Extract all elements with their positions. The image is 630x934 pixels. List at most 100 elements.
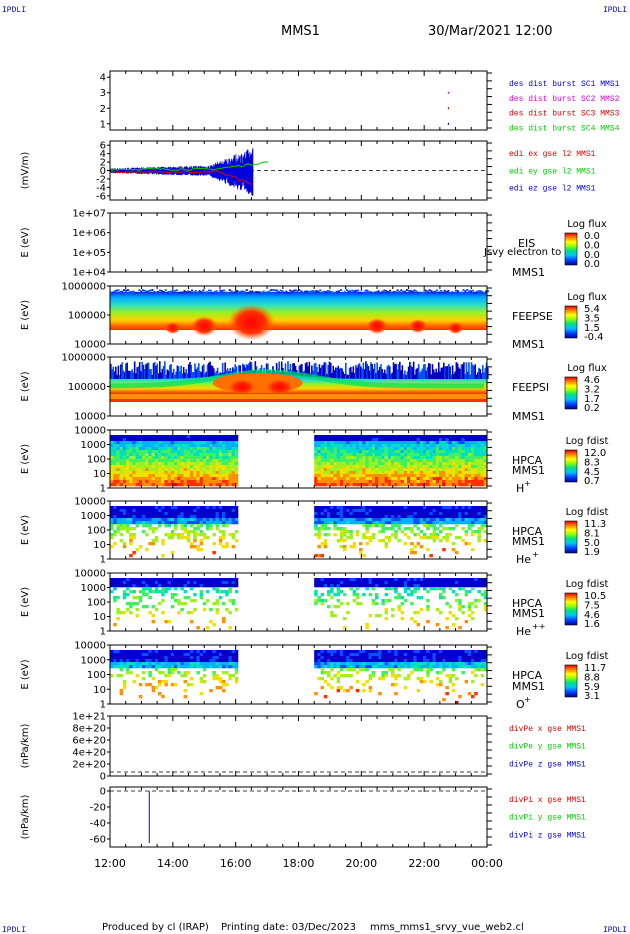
spectrogram-pixel (330, 521, 334, 525)
spectrogram-pixel (416, 506, 421, 510)
spectrogram-pixel (368, 483, 373, 487)
spectrogram-pixel (142, 530, 146, 534)
spectrogram-pixel (164, 653, 168, 657)
spectrogram-pixel (327, 477, 331, 481)
spectrogram-pixel (161, 515, 165, 519)
spectrogram-pixel (151, 527, 156, 531)
spectrogram-pixel (333, 656, 337, 660)
spectrogram-pixel (410, 453, 414, 457)
spectrogram-pixel (221, 289, 224, 292)
spectrogram-pixel (186, 533, 191, 537)
spectrogram-pixel (432, 453, 437, 457)
spectrogram-pixel (339, 438, 344, 442)
spectrogram-pixel (471, 671, 475, 675)
spectrogram-pixel (445, 518, 449, 522)
spectrogram-pixel (403, 444, 408, 448)
spectrogram-pixel (451, 659, 456, 663)
spectrogram-pixel (375, 462, 379, 466)
spectrogram-pixel (145, 524, 149, 528)
spectrogram-pixel (368, 453, 373, 457)
spectrogram-pixel (458, 653, 462, 657)
spectrogram-pixel (162, 365, 165, 379)
spectrogram-pixel (371, 515, 376, 519)
spectrogram-pixel (454, 289, 457, 292)
spectrogram-pixel (199, 665, 204, 669)
spectrogram-pixel (480, 471, 485, 475)
spectrogram-pixel (225, 515, 229, 519)
spectrogram-pixel (330, 453, 334, 457)
spectrogram-pixel (413, 512, 417, 516)
spectrogram-pixel (480, 441, 485, 445)
spectrogram-pixel (423, 441, 427, 445)
spectrogram-pixel (416, 653, 421, 657)
spectrogram-pixel (132, 653, 136, 657)
spectrogram-pixel (126, 441, 130, 445)
spectrogram-pixel (119, 474, 124, 478)
spectrogram-pixel (215, 662, 220, 666)
spectrogram-pixel (320, 653, 325, 657)
spectrogram-pixel (442, 536, 446, 540)
spectrogram-pixel (119, 468, 124, 472)
spectrogram-pixel (451, 665, 456, 669)
spectrogram-pixel (161, 584, 165, 588)
legend-entry: des dist burst SC2 MMS2 (509, 95, 620, 104)
spectrogram-pixel (116, 453, 120, 457)
spectrogram-pixel (368, 515, 373, 519)
spectrogram-pixel (148, 671, 152, 675)
spectrogram-pixel (352, 450, 357, 454)
spectrogram-pixel (199, 590, 204, 594)
spectrogram-pixel (426, 656, 430, 660)
spectrogram-pixel (416, 444, 421, 448)
spectrogram-pixel (231, 674, 236, 678)
spectrogram-pixel (186, 515, 191, 519)
spectrogram-pixel (439, 462, 443, 466)
spectrogram-pixel (349, 665, 353, 669)
spectrogram-pixel (467, 650, 472, 654)
spectrogram-pixel (378, 506, 382, 510)
spectrogram-pixel (121, 290, 124, 293)
spectrogram-pixel (327, 450, 331, 454)
spectrogram-pixel (403, 456, 408, 460)
instrument-label: FEEPSI (512, 381, 549, 394)
spectrogram-pixel (215, 512, 220, 516)
spectrogram-pixel (467, 578, 472, 582)
spectrogram-pixel (483, 659, 488, 663)
spectrogram-pixel (215, 590, 220, 594)
spectrogram-pixel (202, 602, 207, 606)
spectrogram-pixel (186, 474, 191, 478)
spectrogram-pixel (190, 506, 194, 510)
spectrogram-pixel (211, 291, 214, 294)
spectrogram-pixel (119, 480, 124, 484)
spectrogram-pixel (209, 459, 213, 463)
spectrogram-pixel (323, 599, 328, 603)
spectrogram-pixel (413, 668, 417, 672)
spectrogram-pixel (458, 509, 462, 513)
spectrogram-pixel (474, 364, 477, 379)
spectrogram-pixel (384, 581, 389, 585)
spectrogram-pixel (448, 465, 453, 469)
spectrogram-pixel (222, 483, 226, 487)
spectrogram-pixel (330, 456, 334, 460)
spectrogram-pixel (381, 471, 385, 475)
spectrogram-pixel (474, 438, 478, 442)
spectrogram-pixel (391, 578, 395, 582)
spectrogram-pixel (167, 438, 172, 442)
spectrogram-pixel (218, 590, 223, 594)
spectrogram-pixel (145, 465, 149, 469)
spectrogram-pixel (397, 438, 401, 442)
spectrogram-pixel (183, 521, 188, 525)
spectrogram-pixel (110, 533, 114, 537)
spectrogram-pixel (474, 459, 478, 463)
spectrogram-pixel (118, 374, 121, 379)
spectrogram-pixel (359, 602, 363, 606)
spectrogram-pixel (381, 665, 385, 669)
spectrogram-pixel (164, 581, 168, 585)
spectrogram-pixel (159, 361, 161, 379)
spectrogram-pixel (145, 468, 149, 472)
spectrogram-pixel (419, 483, 424, 487)
spectrogram-pixel (314, 441, 318, 445)
spectrogram-pixel (199, 596, 204, 600)
spectrogram-pixel (164, 680, 168, 684)
spectrogram-pixel (445, 465, 449, 469)
spectrogram-pixel (359, 444, 363, 448)
